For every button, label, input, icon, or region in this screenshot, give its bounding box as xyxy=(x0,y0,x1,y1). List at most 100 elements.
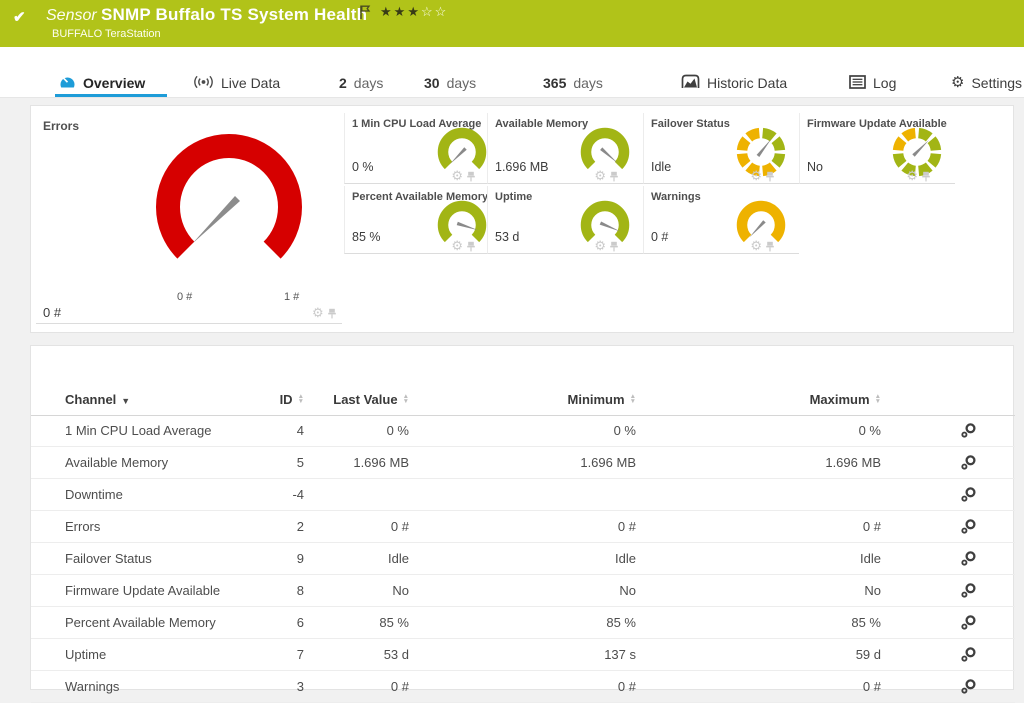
channel-maximum: No xyxy=(864,583,881,598)
channel-settings-icon[interactable] xyxy=(953,455,983,473)
pin-icon[interactable] xyxy=(765,171,775,182)
column-header-channel[interactable]: Channel ▼ xyxy=(65,392,131,407)
gauge-tile: Uptime 53 d ⚙ xyxy=(487,186,643,254)
gauge-needle xyxy=(450,147,467,164)
gear-icon[interactable]: ⚙ xyxy=(451,168,463,183)
channel-settings-icon[interactable] xyxy=(953,423,983,441)
tab-settings[interactable]: ⚙ Settings xyxy=(951,74,1023,91)
pin-icon[interactable] xyxy=(765,241,775,252)
gauge-value: Idle xyxy=(651,160,672,174)
channel-maximum: 59 d xyxy=(855,647,881,662)
errors-gauge xyxy=(156,134,302,259)
pin-icon[interactable] xyxy=(327,308,337,319)
status-check-icon: ✔ xyxy=(13,9,26,26)
channel-name: Percent Available Memory xyxy=(65,615,216,630)
channel-maximum: 85 % xyxy=(851,615,881,630)
channel-settings-icon[interactable] xyxy=(953,647,983,665)
priority-flag-icon[interactable] xyxy=(359,4,371,25)
tab-live-data[interactable]: Live Data xyxy=(193,73,280,93)
gauge-arc xyxy=(736,200,786,243)
gear-icon[interactable]: ⚙ xyxy=(906,168,918,183)
column-header-minimum[interactable]: Minimum ▲ ▼ xyxy=(567,392,637,407)
gear-icon[interactable]: ⚙ xyxy=(750,238,762,253)
gauge-title: Uptime xyxy=(495,191,533,203)
tab-2-days[interactable]: 2 days xyxy=(339,75,384,91)
star-icon[interactable]: ☆ xyxy=(434,4,449,19)
channel-name: Downtime xyxy=(65,487,123,502)
table-body: 1 Min CPU Load Average 4 0 % 0 % 0 % Ava… xyxy=(31,415,1015,703)
channel-last-value: No xyxy=(392,583,409,598)
channel-settings-icon[interactable] xyxy=(953,519,983,537)
gauge-value: No xyxy=(807,160,823,174)
gear-icon[interactable]: ⚙ xyxy=(750,168,762,183)
channel-last-value: 85 % xyxy=(379,615,409,630)
object-kind-label: Sensor xyxy=(46,7,97,24)
column-header-last-value[interactable]: Last Value ▲ ▼ xyxy=(333,392,409,407)
gear-icon[interactable]: ⚙ xyxy=(312,305,324,320)
pin-icon[interactable] xyxy=(466,241,476,252)
channel-id: 4 xyxy=(296,423,304,438)
pin-icon[interactable] xyxy=(609,241,619,252)
tab-overview[interactable]: Overview xyxy=(59,73,145,93)
channel-last-value: 0 % xyxy=(386,423,409,438)
gear-icon[interactable]: ⚙ xyxy=(451,238,463,253)
table-header-row: Channel ▼ ID ▲ ▼ Last Value ▲ ▼ Minimum ▲ ▼ Max… xyxy=(31,384,1015,416)
pin-icon[interactable] xyxy=(466,171,476,182)
star-icon[interactable]: ☆ xyxy=(420,4,435,19)
gauge-title: Percent Available Memory xyxy=(352,191,489,203)
gear-icon[interactable]: ⚙ xyxy=(594,168,606,183)
gauge-tile: Warnings 0 # ⚙ xyxy=(643,186,799,254)
channel-maximum: 0 # xyxy=(862,679,881,694)
channel-name: Errors xyxy=(65,519,101,534)
column-header-id[interactable]: ID ▲ ▼ xyxy=(279,392,304,407)
table-row: Available Memory 5 1.696 MB 1.696 MB 1.6… xyxy=(31,447,1015,479)
channel-minimum: 0 # xyxy=(617,679,636,694)
channel-last-value: 1.696 MB xyxy=(353,455,409,470)
channel-minimum: 137 s xyxy=(604,647,636,662)
channel-settings-icon[interactable] xyxy=(953,679,983,697)
star-icon[interactable]: ★ xyxy=(407,4,421,19)
gear-icon[interactable]: ⚙ xyxy=(594,238,606,253)
table-row: Percent Available Memory 6 85 % 85 % 85 … xyxy=(31,607,1015,639)
gauge-arc xyxy=(437,127,487,170)
channel-settings-icon[interactable] xyxy=(953,551,983,569)
channel-id: -4 xyxy=(292,487,304,502)
channel-settings-icon[interactable] xyxy=(953,583,983,601)
channel-id: 6 xyxy=(296,615,304,630)
channel-table-panel: Channel ▼ ID ▲ ▼ Last Value ▲ ▼ Minimum ▲ ▼ Max… xyxy=(30,345,1015,703)
gauge xyxy=(580,127,630,170)
star-icon[interactable]: ★ xyxy=(380,4,394,19)
table-row: Downtime -4 xyxy=(31,479,1015,511)
channel-id: 9 xyxy=(296,551,304,566)
pin-icon[interactable] xyxy=(921,171,931,182)
priority-stars[interactable]: ★★★☆☆ xyxy=(380,4,448,20)
channel-maximum: 0 % xyxy=(858,423,881,438)
gauge-tile: Failover Status Idle ⚙ xyxy=(643,113,799,184)
channel-settings-icon[interactable] xyxy=(953,615,983,633)
tab-30-days[interactable]: 30 days xyxy=(424,75,477,91)
gauge-arc xyxy=(580,200,630,243)
gauge-title: 1 Min CPU Load Average xyxy=(352,118,482,130)
tab-historic-data[interactable]: Historic Data xyxy=(681,73,787,93)
gauge-tab-icon xyxy=(59,74,76,92)
active-tab-indicator xyxy=(55,94,167,97)
tab-log[interactable]: Log xyxy=(849,73,896,93)
channel-settings-icon[interactable] xyxy=(953,487,983,505)
column-header-maximum[interactable]: Maximum ▲ ▼ xyxy=(809,392,881,407)
live-data-icon xyxy=(193,75,214,92)
table-row: Uptime 7 53 d 137 s 59 d xyxy=(31,639,1015,671)
device-name[interactable]: BUFFALO TeraStation xyxy=(52,28,161,40)
table-row: Failover Status 9 Idle Idle Idle xyxy=(31,543,1015,575)
page-title: SNMP Buffalo TS System Health xyxy=(101,5,368,24)
channel-id: 2 xyxy=(296,519,304,534)
pin-icon[interactable] xyxy=(609,171,619,182)
gauge-value: 0 % xyxy=(352,160,374,174)
star-icon[interactable]: ★ xyxy=(393,4,408,19)
tab-bar: Overview Live Data 2 days 30 days 365 da… xyxy=(0,47,1024,98)
gauge-tile: 1 Min CPU Load Average 0 % ⚙ xyxy=(344,113,500,184)
gauge-needle xyxy=(192,196,240,244)
channel-name: Warnings xyxy=(65,679,120,694)
tab-365-days[interactable]: 365 days xyxy=(543,75,603,91)
channel-maximum: 0 # xyxy=(862,519,881,534)
channel-id: 5 xyxy=(296,455,304,470)
